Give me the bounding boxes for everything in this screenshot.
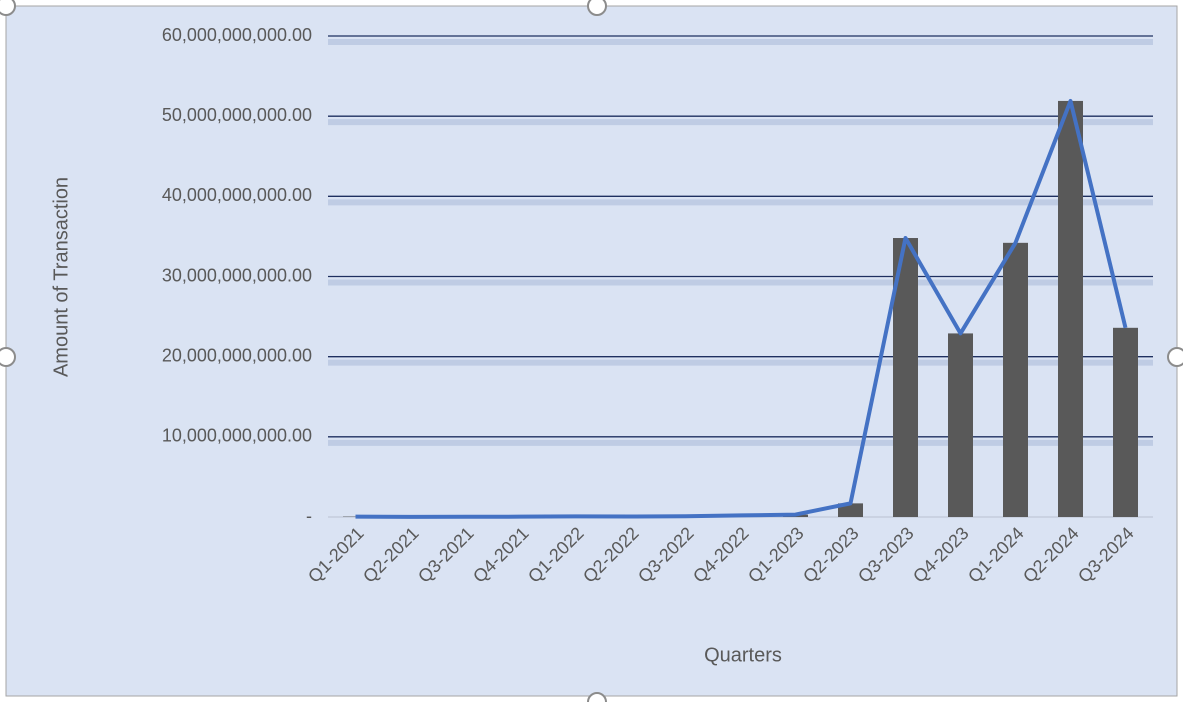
y-tick-label: 30,000,000,000.00 — [162, 265, 312, 285]
y-tick-label: 20,000,000,000.00 — [162, 345, 312, 365]
handle[interactable] — [1167, 347, 1183, 367]
handle[interactable] — [0, 347, 16, 367]
y-tick-label: 10,000,000,000.00 — [162, 426, 312, 446]
y-tick-label: 40,000,000,000.00 — [162, 185, 312, 205]
x-axis-title: Quarters — [704, 644, 782, 666]
bar — [1113, 327, 1138, 517]
y-tick-label: 60,000,000,000.00 — [162, 25, 312, 45]
y-tick-label: - — [306, 506, 312, 526]
bar — [1058, 100, 1083, 517]
handle[interactable] — [587, 0, 607, 16]
bar — [838, 503, 863, 517]
bar — [948, 333, 973, 517]
bar — [1003, 242, 1028, 517]
line — [355, 98, 1128, 519]
handle[interactable] — [587, 692, 607, 702]
y-tick-label: 50,000,000,000.00 — [162, 105, 312, 125]
y-axis-title: Amount of Transaction — [50, 177, 72, 377]
handle[interactable] — [0, 0, 16, 16]
